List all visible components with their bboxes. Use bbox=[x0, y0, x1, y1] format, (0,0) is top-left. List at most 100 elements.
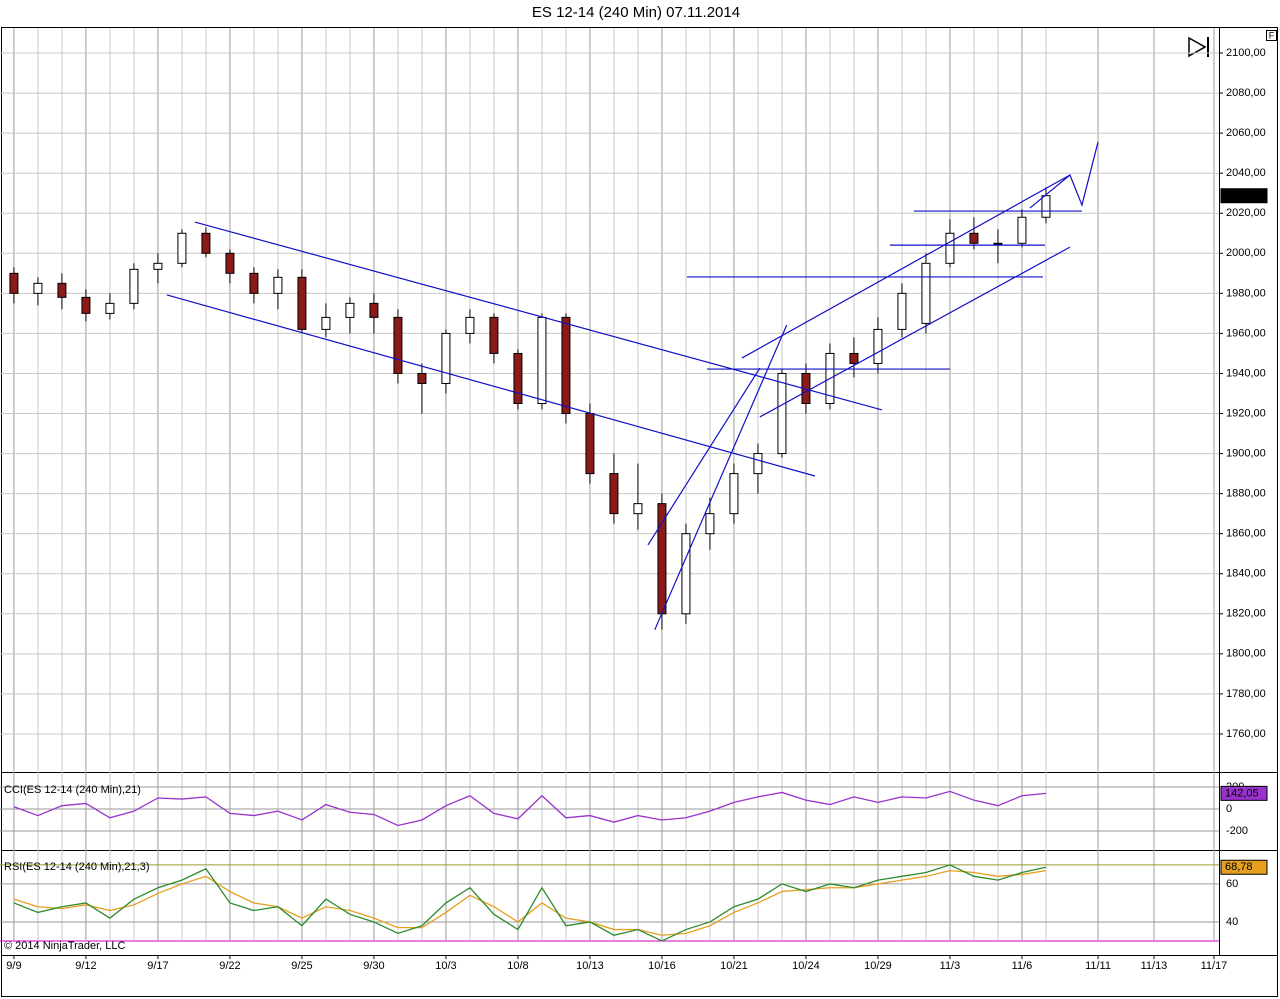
candle-body bbox=[81, 296, 91, 314]
candle-body bbox=[369, 302, 379, 318]
trend-line bbox=[166, 294, 816, 477]
f-button[interactable] bbox=[1266, 30, 1277, 41]
x-tick-label: 9/17 bbox=[147, 960, 168, 972]
panel-title: CCI(ES 12-14 (240 Min),21) bbox=[4, 784, 141, 796]
candle-body bbox=[705, 513, 715, 535]
x-tick-label: 9/9 bbox=[6, 960, 21, 972]
candle-body bbox=[561, 316, 571, 415]
x-tick-label: 9/22 bbox=[219, 960, 240, 972]
play-icon[interactable] bbox=[1188, 36, 1209, 58]
x-tick-label: 11/6 bbox=[1012, 960, 1033, 972]
indicator-line bbox=[13, 864, 1047, 942]
f-button-label: F bbox=[1269, 30, 1275, 40]
x-tick-label: 10/29 bbox=[864, 960, 892, 972]
candle-body bbox=[897, 292, 907, 330]
indicator-line bbox=[13, 869, 1047, 936]
candle-body bbox=[609, 473, 619, 515]
y-tick-label: 40 bbox=[1226, 916, 1238, 928]
y-tick-label: 60 bbox=[1226, 878, 1238, 890]
x-tick-label: 10/8 bbox=[507, 960, 528, 972]
x-tick-label: 11/17 bbox=[1201, 960, 1228, 972]
trend-line bbox=[741, 174, 1071, 359]
candle-body bbox=[9, 272, 19, 294]
candle-body bbox=[945, 232, 955, 264]
y-tick-label: 1800,00 bbox=[1226, 648, 1266, 660]
x-tick-label: 10/13 bbox=[576, 960, 604, 972]
y-tick-label: 2060,00 bbox=[1226, 127, 1266, 139]
candle-body bbox=[657, 503, 667, 615]
indicator-line bbox=[13, 790, 1047, 827]
y-tick-label: 1860,00 bbox=[1226, 528, 1266, 540]
y-tick-label: 1940,00 bbox=[1226, 367, 1266, 379]
candle-body bbox=[57, 282, 67, 298]
candle-body bbox=[585, 413, 595, 475]
x-tick-label: 10/3 bbox=[435, 960, 456, 972]
trend-line bbox=[194, 221, 883, 411]
candle-body bbox=[873, 328, 883, 364]
y-tick-label: 1780,00 bbox=[1226, 688, 1266, 700]
frame bbox=[1, 27, 1278, 997]
y-tick-label: 2040,00 bbox=[1226, 167, 1266, 179]
candle-body bbox=[177, 232, 187, 264]
x-tick-label: 9/25 bbox=[291, 960, 312, 972]
chart-title: ES 12-14 (240 Min) 07.11.2014 bbox=[532, 4, 740, 21]
x-tick-label: 10/16 bbox=[648, 960, 676, 972]
y-tick-label: 1900,00 bbox=[1226, 447, 1266, 459]
last-value-box bbox=[1220, 188, 1268, 204]
candle-body bbox=[777, 372, 787, 455]
trend-line bbox=[647, 367, 761, 546]
candle-body bbox=[1017, 216, 1027, 244]
last-value-label: 2028,75 bbox=[1225, 190, 1265, 202]
candle-body bbox=[153, 262, 163, 270]
candle-body bbox=[249, 272, 259, 294]
y-tick-label: 1760,00 bbox=[1226, 728, 1266, 740]
candle-body bbox=[489, 316, 499, 354]
x-tick-label: 10/21 bbox=[720, 960, 748, 972]
y-tick-label: 2080,00 bbox=[1226, 87, 1266, 99]
y-tick-label: 1880,00 bbox=[1226, 488, 1266, 500]
candle-body bbox=[921, 262, 931, 324]
y-tick-label: 0 bbox=[1226, 803, 1232, 815]
candle-body bbox=[129, 268, 139, 304]
candle-body bbox=[969, 232, 979, 244]
y-tick-label: 1920,00 bbox=[1226, 407, 1266, 419]
trend-line bbox=[759, 246, 1071, 418]
y-tick-label: -200 bbox=[1226, 825, 1248, 837]
y-tick-label: 2000,00 bbox=[1226, 247, 1266, 259]
last-value-label: 68,78 bbox=[1225, 861, 1253, 873]
candle-body bbox=[729, 473, 739, 515]
x-tick-label: 11/3 bbox=[940, 960, 961, 972]
candle-body bbox=[297, 276, 307, 330]
candle-body bbox=[201, 232, 211, 254]
y-tick-label: 2100,00 bbox=[1226, 47, 1266, 59]
y-tick-label: 1960,00 bbox=[1226, 327, 1266, 339]
copyright: © 2014 NinjaTrader, LLC bbox=[4, 940, 125, 952]
x-tick-label: 11/13 bbox=[1141, 960, 1168, 972]
candle-body bbox=[537, 316, 547, 405]
candle-body bbox=[1041, 195, 1051, 218]
candle-body bbox=[849, 352, 859, 364]
candle-body bbox=[105, 302, 115, 314]
trend-line bbox=[1029, 141, 1099, 209]
last-value-box bbox=[1220, 859, 1268, 875]
last-value-label: 142,05 bbox=[1225, 787, 1259, 799]
play-triangle bbox=[1188, 36, 1207, 58]
candle-body bbox=[393, 316, 403, 374]
x-tick-label: 9/30 bbox=[363, 960, 384, 972]
candle-body bbox=[633, 503, 643, 515]
candle-body bbox=[345, 302, 355, 318]
candle-body bbox=[273, 276, 283, 294]
x-tick-label: 11/11 bbox=[1085, 960, 1111, 972]
trend-line bbox=[654, 324, 788, 631]
y-tick-label: 1840,00 bbox=[1226, 568, 1266, 580]
x-tick-label: 10/24 bbox=[792, 960, 820, 972]
candle-body bbox=[441, 332, 451, 384]
candle-body bbox=[993, 242, 1003, 245]
y-tick-label: 2020,00 bbox=[1226, 207, 1266, 219]
candle-body bbox=[225, 252, 235, 274]
x-tick-label: 9/12 bbox=[75, 960, 96, 972]
y-tick-label: 1980,00 bbox=[1226, 287, 1266, 299]
candle-body bbox=[753, 453, 763, 475]
